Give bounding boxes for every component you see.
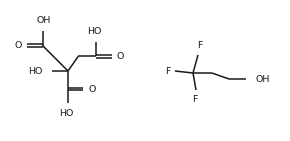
Text: OH: OH [256,74,270,83]
Text: F: F [192,95,198,104]
Text: HO: HO [87,27,102,36]
Text: HO: HO [59,109,73,118]
Text: O: O [88,84,96,93]
Text: F: F [165,67,170,75]
Text: F: F [197,41,203,50]
Text: HO: HO [28,67,43,75]
Text: OH: OH [36,16,51,25]
Text: O: O [15,41,22,50]
Text: O: O [117,52,124,61]
